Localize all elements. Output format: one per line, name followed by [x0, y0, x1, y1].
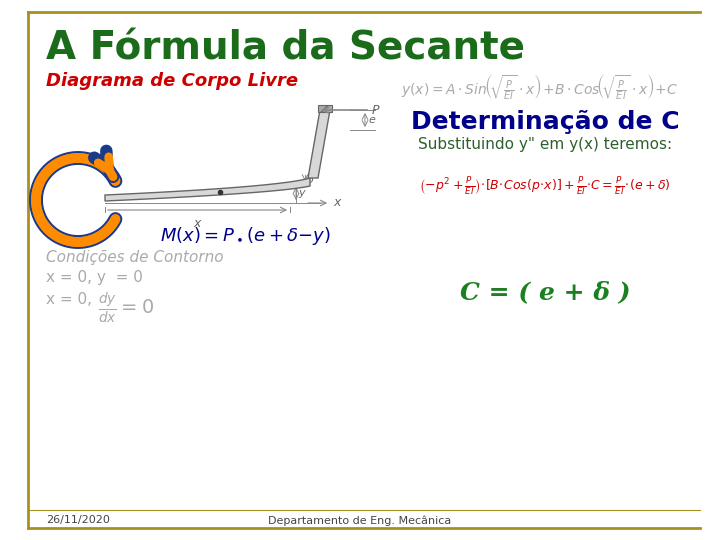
- Text: Substituindo y" em y(x) teremos:: Substituindo y" em y(x) teremos:: [418, 137, 672, 152]
- Text: Condições de Contorno: Condições de Contorno: [46, 250, 224, 265]
- Text: e: e: [368, 115, 375, 125]
- Text: x = 0, y  = 0: x = 0, y = 0: [46, 270, 143, 285]
- Text: $\mathit{M}(x) = P_\bullet(e+\delta\mathit{-y})$: $\mathit{M}(x) = P_\bullet(e+\delta\math…: [160, 225, 331, 247]
- Text: Determinação de C: Determinação de C: [410, 110, 679, 134]
- Text: δ: δ: [307, 175, 314, 185]
- Text: Diagrama de Corpo Livre: Diagrama de Corpo Livre: [46, 72, 298, 90]
- Text: A Fórmula da Secante: A Fórmula da Secante: [46, 30, 525, 68]
- Polygon shape: [105, 178, 310, 201]
- Text: x: x: [333, 197, 341, 210]
- Text: $\left(-p^2+\frac{P}{EI}\right)\!\cdot\![B\!\cdot\!Cos(p\!\cdot\!x)]+\frac{P}{EI: $\left(-p^2+\frac{P}{EI}\right)\!\cdot\!…: [419, 175, 671, 197]
- Text: x = 0,: x = 0,: [46, 292, 92, 307]
- Text: 26/11/2020: 26/11/2020: [46, 515, 110, 525]
- Polygon shape: [318, 105, 332, 112]
- Text: Departamento de Eng. Mecânica: Departamento de Eng. Mecânica: [269, 515, 451, 525]
- Text: y: y: [298, 188, 305, 198]
- Text: $\frac{dy}{dx} = 0$: $\frac{dy}{dx} = 0$: [98, 290, 154, 325]
- Text: x: x: [193, 217, 201, 230]
- Text: C = ( e + δ ): C = ( e + δ ): [459, 280, 630, 304]
- Polygon shape: [308, 110, 330, 178]
- Text: $y(x) = A \cdot Sin\!\left(\!\sqrt{\frac{P}{EI}} \cdot x\right)\!+\!B \cdot Cos\: $y(x) = A \cdot Sin\!\left(\!\sqrt{\frac…: [401, 72, 679, 102]
- Text: P: P: [372, 104, 379, 117]
